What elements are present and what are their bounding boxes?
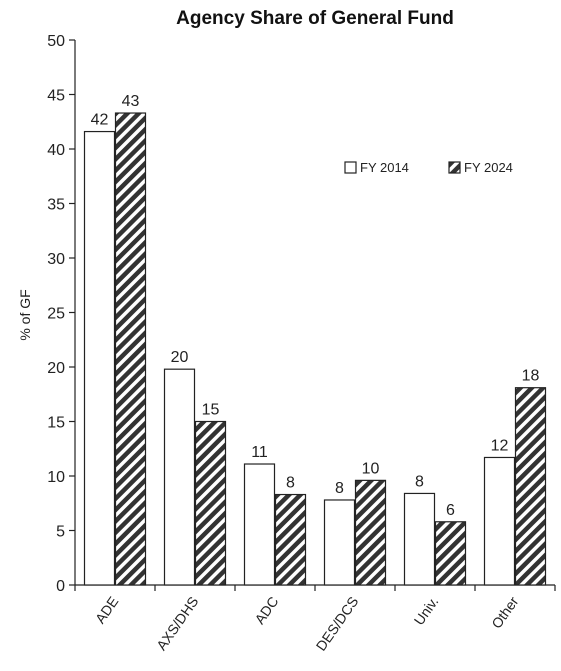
- bar-fy-2024-2: [274, 493, 307, 586]
- legend-swatch-fy2014: [344, 161, 357, 174]
- data-label: 8: [286, 475, 295, 492]
- bar-fy-2014-2: [243, 463, 276, 586]
- data-label: 20: [171, 349, 189, 366]
- data-label: 18: [522, 368, 540, 385]
- bar-fy-2024-0: [114, 112, 147, 586]
- category-label: Other: [488, 593, 521, 631]
- legend-label-fy2024: FY 2024: [464, 160, 513, 175]
- data-labels: 42 43 20 15 11 8 8 10 8 6 12 18: [91, 93, 540, 519]
- bar-fy-2024-1: [194, 420, 227, 586]
- y-tick-label: 5: [56, 524, 65, 541]
- y-axis-title: % of GF: [17, 289, 33, 340]
- bars: [83, 112, 547, 586]
- y-tick-label: 45: [47, 88, 65, 105]
- bar-fy-2014-4: [403, 492, 436, 586]
- data-label: 11: [251, 444, 268, 461]
- y-tick-label: 0: [56, 578, 65, 595]
- category-label: ADC: [251, 594, 281, 627]
- bar-fy-2014-0: [83, 130, 116, 586]
- bar-fy-2024-3: [354, 479, 387, 586]
- category-labels: ADE AXS/DHS ADC DES/DCS Univ. Other: [92, 593, 522, 653]
- legend-swatch-fy2024: [448, 161, 461, 174]
- data-label: 42: [91, 112, 109, 129]
- data-label: 12: [491, 437, 509, 454]
- data-label: 10: [362, 460, 380, 477]
- category-label: AXS/DHS: [153, 594, 201, 654]
- legend-label-fy2014: FY 2014: [360, 160, 409, 175]
- bar-fy-2024-4: [434, 521, 467, 586]
- category-label: ADE: [92, 594, 122, 627]
- data-label: 15: [202, 402, 220, 419]
- data-label: 43: [122, 93, 140, 110]
- bar-fy-2014-3: [323, 499, 356, 586]
- y-tick-label: 15: [47, 415, 65, 432]
- bar-fy-2014-5: [483, 456, 516, 586]
- x-axis: [74, 584, 556, 591]
- bar-fy-2024-5: [514, 387, 547, 586]
- y-tick-label: 50: [47, 33, 65, 50]
- y-tick-label: 30: [47, 251, 65, 268]
- data-label: 8: [335, 480, 344, 497]
- y-tick-label: 10: [47, 469, 65, 486]
- data-label: 8: [415, 473, 424, 490]
- y-tick-label: 35: [47, 197, 65, 214]
- chart-title: Agency Share of General Fund: [176, 8, 454, 29]
- y-axis: 0 5 10 15 20 25 30 35 40 45 50: [47, 33, 76, 595]
- y-tick-label: 20: [47, 360, 65, 377]
- category-label: DES/DCS: [313, 594, 362, 654]
- y-tick-label: 25: [47, 306, 65, 323]
- y-tick-label: 40: [47, 142, 65, 159]
- data-label: 6: [446, 502, 455, 519]
- category-label: Univ.: [411, 594, 442, 628]
- bar-fy-2014-1: [163, 368, 196, 586]
- legend: FY 2014 FY 2024: [344, 160, 513, 175]
